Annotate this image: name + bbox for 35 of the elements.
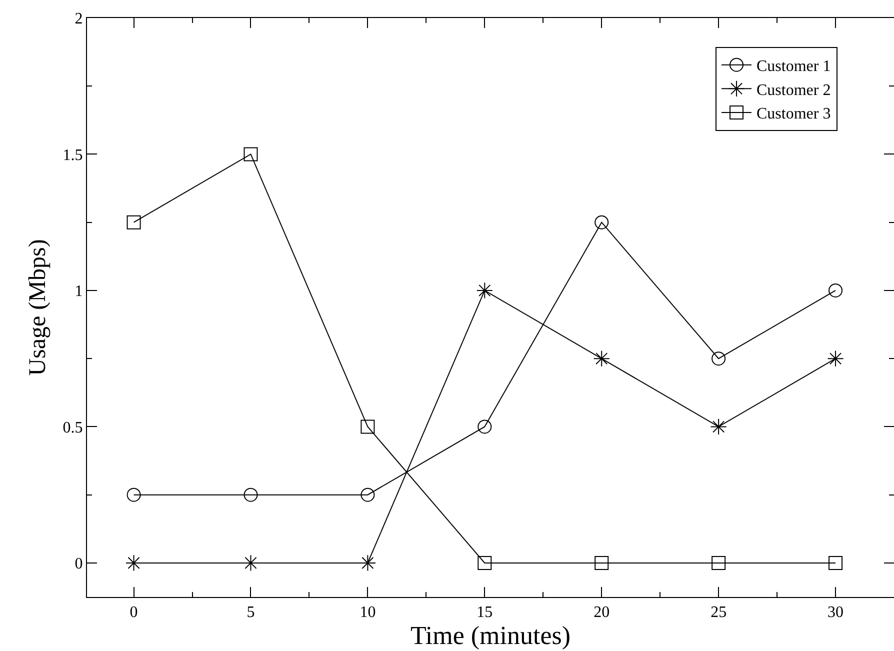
x-tick-label: 25 [710,604,727,622]
y-tick-label: 1.5 [62,146,83,164]
point [478,420,492,434]
legend-label: Customer 2 [756,82,831,99]
point [712,352,726,366]
x-tick-label: 15 [476,604,493,622]
point [828,283,843,298]
legend-label: Customer 1 [756,58,831,76]
point [244,488,258,502]
point [594,215,609,230]
point [710,418,727,436]
point [593,350,610,367]
point [476,282,493,299]
x-axis-title: Time (minutes) [410,621,571,650]
y-tick-label: 1 [74,283,83,300]
x-tick-label: 0 [130,604,138,622]
point [126,215,141,230]
y-axis-title: Usage (Mbps) [24,239,51,376]
x-tick-label: 30 [828,604,844,622]
y-tick-label: 0.5 [62,419,83,436]
point [478,556,492,570]
point [712,556,726,570]
point [360,420,375,434]
point [360,488,375,502]
point [244,147,258,162]
y-tick-label: 0 [74,556,83,573]
x-tick-label: 10 [360,604,376,622]
point [126,488,141,502]
point [828,556,843,570]
point [594,556,609,570]
x-tick-label: 5 [246,604,255,622]
y-tick-label: 2 [74,10,83,28]
x-tick-label: 20 [594,604,610,622]
legend-label: Customer 3 [756,106,831,123]
point [827,350,844,367]
